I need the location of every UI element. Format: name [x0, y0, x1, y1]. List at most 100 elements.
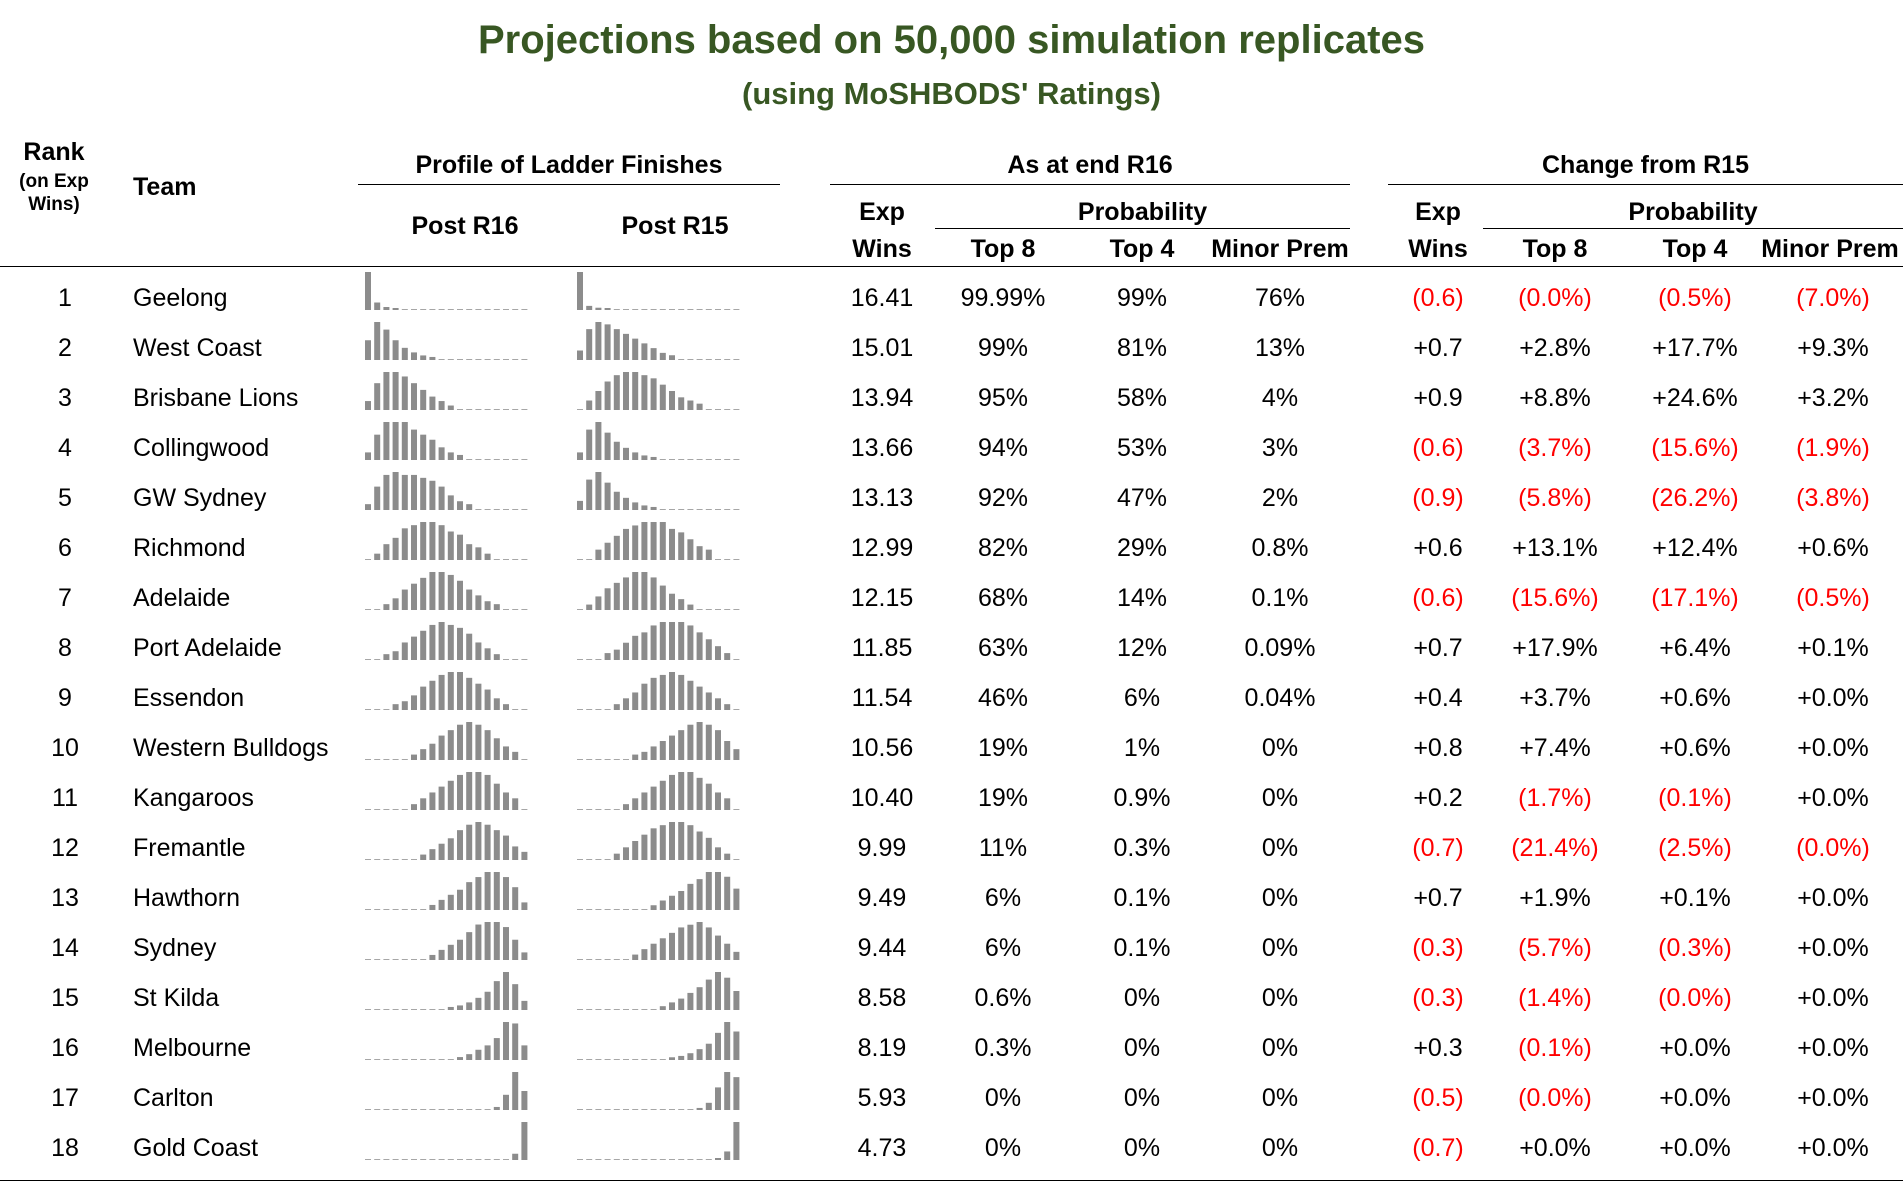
team-cell: St Kilda — [133, 984, 220, 1012]
sparkline-baseline-dash — [678, 509, 685, 510]
sparkline-baseline-dash — [705, 309, 712, 310]
top8-cell: 92% — [977, 484, 1029, 512]
sparkline-baseline-dash — [724, 359, 731, 360]
sparkline-bar — [475, 683, 482, 710]
sparkline-baseline-dash — [613, 759, 620, 760]
sparkline-bar — [392, 308, 399, 310]
sparkline-bar — [512, 939, 519, 960]
sparkline-bar — [512, 1153, 519, 1160]
sparkline-baseline-dash — [383, 959, 390, 960]
sparkline-bar — [696, 722, 703, 760]
sparkline-bar — [623, 698, 629, 710]
chg-minor-prem-cell: +0.0% — [1797, 934, 1869, 962]
sparkline-bar — [420, 630, 427, 660]
sparkline-bar — [447, 574, 454, 610]
sparkline-bar — [457, 1057, 463, 1060]
minor-prem-cell: 3% — [1261, 434, 1299, 462]
sparkline-bar — [438, 899, 445, 910]
sparkline-baseline-dash — [457, 1159, 463, 1160]
sparkline-bar — [650, 522, 657, 560]
sparkline-bar — [521, 1000, 528, 1010]
sparkline-bar — [484, 648, 491, 660]
sparkline-bar — [669, 593, 675, 610]
chg-minor-prem-cell: +0.0% — [1797, 734, 1869, 762]
sparkline-bar — [733, 951, 740, 960]
sparkline-bar — [411, 636, 417, 660]
profile-r16-sparkline — [365, 1022, 528, 1060]
sparkline-bar — [521, 1122, 528, 1160]
sparkline-bar — [503, 1094, 509, 1110]
sparkline-bar — [687, 604, 694, 610]
chg-top4-cell: (0.5%) — [1658, 284, 1732, 312]
exp-wins-cell: 4.73 — [857, 1134, 907, 1162]
sparkline-baseline-dash — [411, 1009, 417, 1010]
sparkline-baseline-dash — [383, 759, 390, 760]
sparkline-baseline-dash — [733, 309, 740, 310]
team-cell: Richmond — [133, 534, 246, 562]
sparkline-baseline-dash — [521, 759, 528, 760]
sparkline-bar — [447, 944, 454, 960]
sparkline-bar — [623, 447, 629, 460]
sparkline-baseline-dash — [632, 1009, 639, 1010]
sparkline-bar — [678, 998, 685, 1010]
sparkline-bar — [659, 622, 666, 660]
rank-cell: 4 — [58, 434, 72, 462]
sparkline-bar — [659, 585, 666, 610]
sparkline-baseline-dash — [493, 1159, 500, 1160]
rank-cell: 1 — [58, 284, 72, 312]
chg-exp-wins-cell: (0.3) — [1412, 984, 1464, 1012]
team-cell: Sydney — [133, 934, 217, 962]
sparkline-bar — [733, 1122, 740, 1160]
sparkline-bar — [438, 447, 445, 460]
chg-top8-cell: +13.1% — [1512, 534, 1598, 562]
sparkline-baseline-dash — [365, 609, 371, 610]
sparkline-baseline-dash — [420, 1059, 427, 1060]
sparkline-baseline-dash — [365, 1159, 371, 1160]
sparkline-bar — [586, 305, 593, 310]
sparkline-bar — [383, 544, 390, 560]
sparkline-bar — [577, 500, 583, 510]
sparkline-baseline-dash — [724, 559, 731, 560]
sparkline-baseline-dash — [595, 959, 602, 960]
sparkline-baseline-dash — [586, 559, 593, 560]
sparkline-baseline-dash — [401, 959, 408, 960]
sparkline-baseline-dash — [687, 459, 694, 460]
profile-r15-sparkline — [577, 722, 740, 760]
sparkline-bar — [678, 822, 685, 860]
chg-exp-wins-cell: +0.9 — [1413, 384, 1463, 412]
sparkline-baseline-dash — [447, 309, 454, 310]
chg-exp-wins-cell: +0.4 — [1413, 684, 1463, 712]
top8-cell: 0% — [984, 1084, 1022, 1112]
profile-r15-sparkline — [577, 622, 740, 660]
sparkline-baseline-dash — [420, 1009, 427, 1010]
profile-r16-sparkline — [365, 522, 528, 560]
sparkline-baseline-dash — [632, 1059, 639, 1060]
sparkline-bar — [705, 872, 712, 910]
sparkline-bar — [457, 501, 463, 510]
sparkline-baseline-dash — [374, 759, 381, 760]
chg-top8-header: Top 8 — [1522, 235, 1588, 263]
sparkline-baseline-dash — [586, 1159, 593, 1160]
top8-cell: 46% — [977, 684, 1029, 712]
sparkline-bar — [457, 939, 463, 960]
sparkline-baseline-dash — [365, 1109, 371, 1110]
wins-header: Wins — [852, 235, 912, 263]
sparkline-bar — [466, 504, 473, 510]
sparkline-bar — [613, 375, 620, 410]
sparkline-baseline-dash — [696, 359, 703, 360]
top4-cell: 99% — [1116, 284, 1168, 312]
sparkline-bar — [604, 588, 611, 610]
sparkline-bar — [466, 1002, 473, 1010]
sparkline-bar — [641, 375, 648, 410]
minor-prem-cell: 0% — [1261, 1084, 1299, 1112]
sparkline-bar — [632, 572, 639, 610]
top4-cell: 0.1% — [1113, 934, 1171, 962]
sparkline-baseline-dash — [420, 959, 427, 960]
sparkline-bar — [705, 724, 712, 760]
sparkline-baseline-dash — [503, 359, 509, 360]
chg-exp-wins-cell: +0.7 — [1413, 334, 1463, 362]
sparkline-baseline-dash — [733, 559, 740, 560]
post-r16-header: Post R16 — [411, 212, 519, 240]
sparkline-bar — [678, 891, 685, 910]
sparkline-bar — [365, 340, 371, 360]
